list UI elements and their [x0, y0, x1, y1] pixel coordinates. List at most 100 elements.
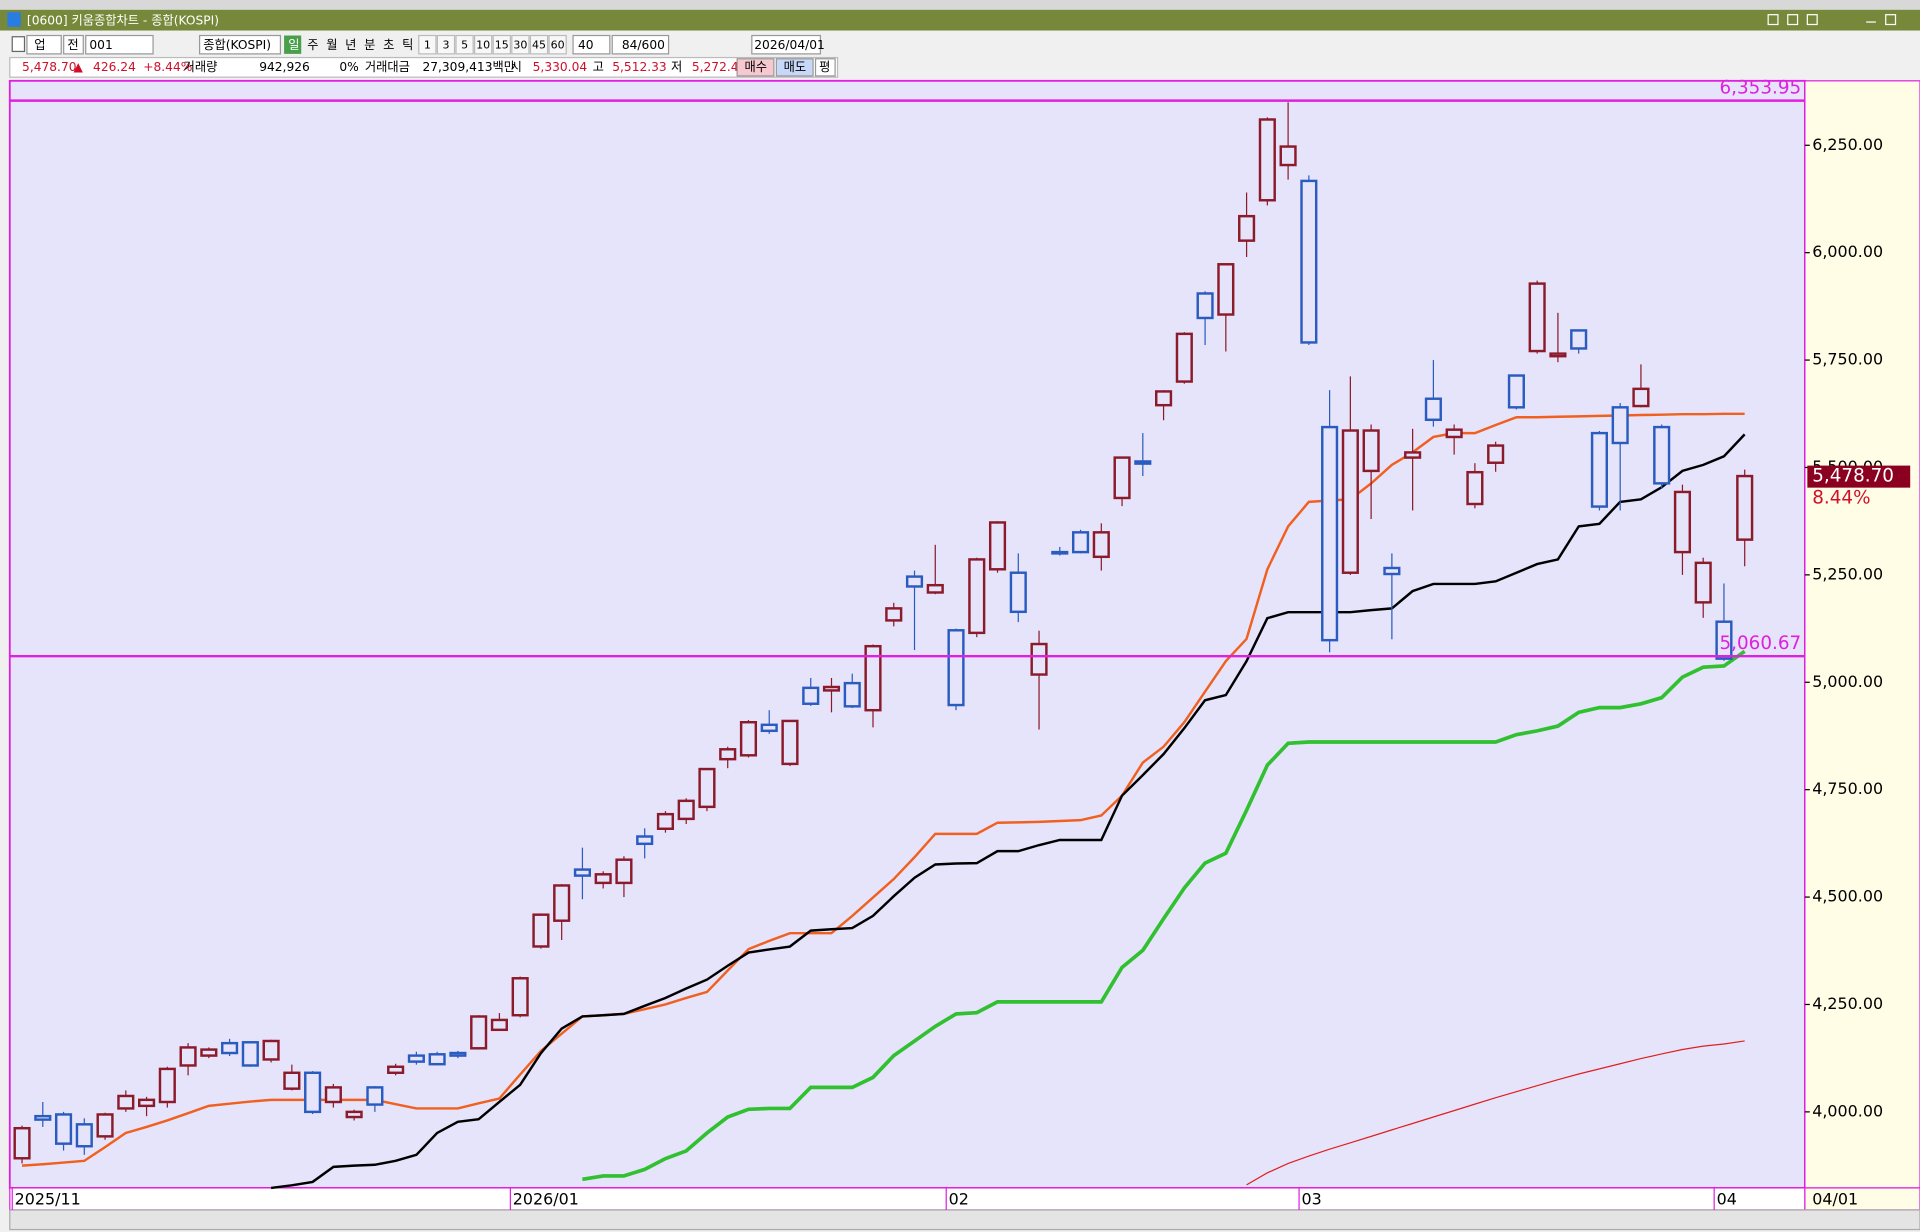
x-axis-panel	[9, 1187, 1806, 1211]
interval-button[interactable]: 10	[476, 38, 490, 51]
icon[interactable]	[11, 36, 26, 53]
candle-body	[864, 644, 882, 712]
date-input[interactable]: 2026/04/01	[754, 38, 825, 52]
count-select[interactable]: 40	[578, 38, 594, 52]
indicator-line	[1246, 1040, 1745, 1186]
y-tick-label: 5,000.00	[1812, 672, 1883, 691]
candle-body	[1611, 406, 1629, 445]
period-button[interactable]: 틱	[402, 38, 413, 52]
interval-button[interactable]: 30	[513, 38, 527, 51]
rate: +8.44%	[143, 60, 192, 74]
candle-body	[968, 558, 986, 635]
candle-body	[1549, 352, 1567, 358]
candle-body	[1673, 490, 1692, 554]
mode-select[interactable]: 전	[67, 38, 78, 52]
interval-button[interactable]: 5	[461, 38, 468, 51]
interval-box[interactable]	[492, 34, 511, 55]
candle-body	[221, 1041, 239, 1055]
candle-body	[594, 873, 612, 885]
period-button[interactable]: 초	[383, 38, 394, 52]
period-button[interactable]: 주	[307, 38, 318, 52]
input[interactable]	[198, 34, 282, 55]
x-tick-label: 03	[1302, 1190, 1322, 1209]
x-end-label: 04/01	[1812, 1190, 1858, 1209]
interval-box[interactable]	[436, 34, 456, 55]
open: 5,330.04	[533, 60, 588, 74]
avg-button[interactable]	[814, 58, 836, 77]
name-input[interactable]: 종합(KOSPI)	[203, 38, 271, 52]
select[interactable]	[26, 34, 62, 55]
window-icon	[7, 12, 21, 27]
candle-body	[1424, 397, 1442, 422]
interval-button[interactable]: 15	[495, 38, 509, 51]
input[interactable]	[85, 34, 154, 55]
candle-body	[511, 977, 529, 1017]
candle-body	[1092, 531, 1110, 559]
open-label: 시	[511, 60, 522, 74]
candle-body	[1715, 620, 1733, 660]
candle-body	[449, 1051, 467, 1057]
interval-box[interactable]	[511, 34, 530, 55]
candle-body	[1071, 531, 1090, 554]
select[interactable]	[572, 34, 611, 55]
interval-button[interactable]: 45	[532, 38, 546, 51]
candle-body	[1238, 214, 1256, 242]
interval-box[interactable]	[418, 34, 437, 55]
candle-body	[947, 629, 965, 707]
avg[interactable]: 평	[819, 60, 830, 74]
interval-box[interactable]	[474, 34, 493, 55]
candle-body	[1258, 118, 1276, 202]
input[interactable]	[611, 34, 670, 55]
candle-body	[283, 1071, 301, 1090]
candle-body	[532, 913, 550, 948]
candle-body	[137, 1098, 156, 1108]
period-button[interactable]: 분	[364, 38, 375, 52]
amount: 27,309,413백만	[422, 60, 515, 74]
candle-body	[96, 1113, 114, 1138]
candle-body	[1466, 470, 1484, 506]
interval-box[interactable]	[548, 34, 567, 55]
period-button[interactable]: 년	[345, 38, 356, 52]
buy[interactable]: 매수	[744, 60, 767, 74]
interval-button[interactable]: 60	[551, 38, 565, 51]
candle-body	[366, 1086, 384, 1106]
code-input[interactable]: 001	[89, 38, 112, 52]
interval-button[interactable]: 3	[442, 38, 449, 51]
window-buttons[interactable]	[1767, 14, 1897, 26]
y-tick-label: 6,000.00	[1812, 242, 1883, 261]
candle-body	[117, 1094, 135, 1110]
buy-button[interactable]	[736, 58, 775, 77]
candle-body	[1590, 431, 1608, 508]
sell[interactable]: 매도	[784, 60, 807, 74]
candle-body	[1362, 429, 1380, 473]
scrollbar[interactable]	[9, 1209, 1920, 1231]
sell-button[interactable]	[775, 58, 814, 77]
input[interactable]	[751, 34, 822, 55]
candle-body	[636, 835, 654, 846]
candle-body	[1321, 425, 1339, 642]
market-select[interactable]: 업	[34, 38, 45, 52]
active-period	[284, 35, 302, 54]
candle-body	[822, 685, 841, 692]
candle-body	[1653, 425, 1671, 485]
change-rate: 8.44%	[1812, 488, 1870, 509]
count: 84/600	[622, 38, 665, 52]
candle-body	[802, 686, 820, 705]
candle-body	[1175, 332, 1193, 383]
candle-body	[1217, 263, 1235, 316]
candle-body	[490, 1018, 508, 1032]
interval-box[interactable]	[455, 34, 474, 55]
period-button[interactable]: 월	[326, 38, 337, 52]
last-price: 5,478.70	[1812, 466, 1894, 487]
interval-button[interactable]: 1	[424, 38, 431, 51]
candle-body	[1570, 329, 1588, 350]
interval-box[interactable]	[529, 34, 549, 55]
candle-body	[345, 1110, 363, 1119]
period-button[interactable]: 일	[288, 38, 299, 52]
high-label: 고	[593, 60, 604, 74]
candle-body	[615, 858, 633, 885]
candle-body	[470, 1015, 488, 1050]
select[interactable]	[63, 34, 84, 55]
candle-body	[1300, 179, 1318, 344]
